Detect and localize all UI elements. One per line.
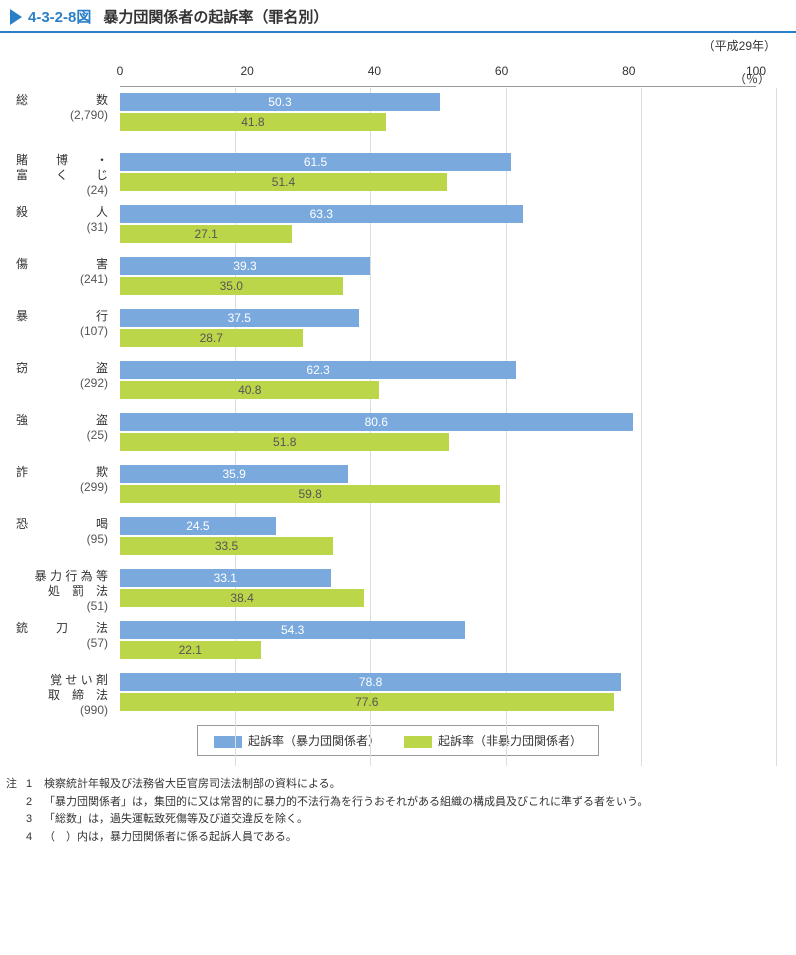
bar-value: 35.9: [120, 465, 348, 483]
figure-header: 4-3-2-8図 暴力団関係者の起訴率（罪名別）: [0, 0, 796, 33]
bar: 33.1: [120, 569, 756, 587]
bar-group: 詐欺(299)35.959.8: [120, 465, 756, 503]
footnote-row: 2「暴力団関係者」は，集団的に又は常習的に暴力的不法行為を行うおそれがある組織の…: [6, 794, 790, 812]
bar-value: 61.5: [120, 153, 511, 171]
category-label: 窃盗(292): [16, 361, 116, 391]
category-label: 傷害(241): [16, 257, 116, 287]
axis-tick: 40: [368, 64, 381, 78]
bar-group: 銃刀法(57)54.322.1: [120, 621, 756, 659]
bar: 40.8: [120, 381, 756, 399]
bar-group: 覚 せ い 剤取 締 法(990)78.877.6: [120, 673, 756, 711]
bar-group: 強盗(25)80.651.8: [120, 413, 756, 451]
plot-area: 020406080100 総数(2,790)50.341.8賭博・富くじ(24)…: [120, 62, 756, 711]
bar: 61.5: [120, 153, 756, 171]
bar: 50.3: [120, 93, 756, 111]
bar-group: 窃盗(292)62.340.8: [120, 361, 756, 399]
footnote-row: 注1検察統計年報及び法務省大臣官房司法法制部の資料による。: [6, 776, 790, 794]
category-label: 詐欺(299): [16, 465, 116, 495]
axis-tick: 60: [495, 64, 508, 78]
category-label: 総数(2,790): [16, 93, 116, 123]
axis-tick: 20: [241, 64, 254, 78]
bar: 80.6: [120, 413, 756, 431]
bar-value: 40.8: [120, 381, 379, 399]
bar: 51.4: [120, 173, 756, 191]
axis-tick: 0: [117, 64, 124, 78]
bar-value: 78.8: [120, 673, 621, 691]
bar-value: 35.0: [120, 277, 343, 295]
bar-group: 暴 力 行 為 等処 罰 法(51)33.138.4: [120, 569, 756, 607]
axis-tick: 100: [746, 64, 766, 78]
bar: 33.5: [120, 537, 756, 555]
category-label: 覚 せ い 剤取 締 法(990): [16, 673, 116, 718]
x-axis: 020406080100: [120, 62, 756, 87]
bar: 59.8: [120, 485, 756, 503]
bar-group: 傷害(241)39.335.0: [120, 257, 756, 295]
bar: 54.3: [120, 621, 756, 639]
bar: 35.9: [120, 465, 756, 483]
bar: 39.3: [120, 257, 756, 275]
bar: 77.6: [120, 693, 756, 711]
footnote-row: 3「総数」は，過失運転致死傷等及び道交違反を除く。: [6, 811, 790, 829]
bar-value: 28.7: [120, 329, 303, 347]
bar-value: 51.4: [120, 173, 447, 191]
bar-groups: 総数(2,790)50.341.8賭博・富くじ(24)61.551.4殺人(31…: [120, 93, 756, 711]
bar-group: 賭博・富くじ(24)61.551.4: [120, 153, 756, 191]
bar-value: 22.1: [120, 641, 261, 659]
bar-value: 37.5: [120, 309, 359, 327]
bar-group: 総数(2,790)50.341.8: [120, 93, 756, 131]
bar-value: 62.3: [120, 361, 516, 379]
category-label: 銃刀法(57): [16, 621, 116, 651]
bar: 22.1: [120, 641, 756, 659]
bar: 38.4: [120, 589, 756, 607]
footnote-row: 4（ ）内は，暴力団関係者に係る起訴人員である。: [6, 829, 790, 847]
bar-value: 51.8: [120, 433, 449, 451]
bar: 28.7: [120, 329, 756, 347]
category-label: 恐喝(95): [16, 517, 116, 547]
bar-value: 50.3: [120, 93, 440, 111]
bar-value: 63.3: [120, 205, 523, 223]
bar-value: 41.8: [120, 113, 386, 131]
chart-area: （％） 020406080100 総数(2,790)50.341.8賭博・富くじ…: [0, 54, 796, 766]
bar-value: 54.3: [120, 621, 465, 639]
bar-value: 38.4: [120, 589, 364, 607]
bar-value: 33.5: [120, 537, 333, 555]
category-label: 暴 力 行 為 等処 罰 法(51): [16, 569, 116, 614]
bar: 35.0: [120, 277, 756, 295]
bar-value: 24.5: [120, 517, 276, 535]
category-label: 賭博・富くじ(24): [16, 153, 116, 198]
figure-number: 4-3-2-8図: [28, 6, 91, 27]
bar: 78.8: [120, 673, 756, 691]
bar-value: 59.8: [120, 485, 500, 503]
bar: 24.5: [120, 517, 756, 535]
bar-value: 33.1: [120, 569, 331, 587]
category-label: 暴行(107): [16, 309, 116, 339]
bar: 62.3: [120, 361, 756, 379]
bar-value: 39.3: [120, 257, 370, 275]
bar: 37.5: [120, 309, 756, 327]
year-label: （平成29年）: [0, 33, 796, 54]
bar: 41.8: [120, 113, 756, 131]
bar-value: 27.1: [120, 225, 292, 243]
bar-value: 77.6: [120, 693, 614, 711]
footnotes: 注1検察統計年報及び法務省大臣官房司法法制部の資料による。2「暴力団関係者」は，…: [0, 766, 796, 860]
bar-group: 殺人(31)63.327.1: [120, 205, 756, 243]
bar-group: 暴行(107)37.528.7: [120, 309, 756, 347]
header-triangle-icon: [10, 9, 22, 25]
bar: 27.1: [120, 225, 756, 243]
figure-title: 暴力団関係者の起訴率（罪名別）: [103, 6, 328, 27]
bar: 63.3: [120, 205, 756, 223]
bar: 51.8: [120, 433, 756, 451]
bar-value: 80.6: [120, 413, 633, 431]
category-label: 殺人(31): [16, 205, 116, 235]
category-label: 強盗(25): [16, 413, 116, 443]
axis-tick: 80: [622, 64, 635, 78]
bar-group: 恐喝(95)24.533.5: [120, 517, 756, 555]
